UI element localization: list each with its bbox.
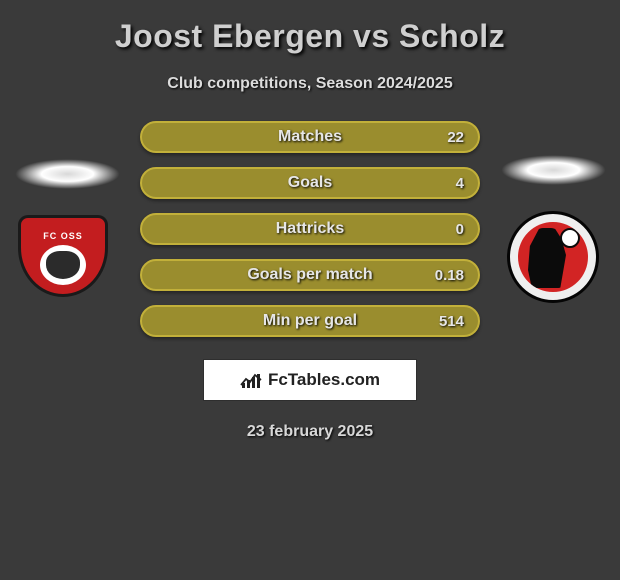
right-player-col xyxy=(498,155,608,303)
right-club-badge xyxy=(507,211,599,303)
stat-bar-min-per-goal: Min per goal 514 xyxy=(140,305,480,337)
main-row: FC OSS Matches 22 Goals 4 Hattricks 0 Go… xyxy=(0,121,620,337)
comparison-card: Joost Ebergen vs Scholz Club competition… xyxy=(0,0,620,451)
page-title: Joost Ebergen vs Scholz xyxy=(0,18,620,55)
stats-column: Matches 22 Goals 4 Hattricks 0 Goals per… xyxy=(140,121,480,337)
ball-icon xyxy=(560,228,580,248)
badge-inner-icon xyxy=(518,222,588,292)
stat-value-right: 22 xyxy=(447,129,464,146)
stat-label: Matches xyxy=(278,128,342,146)
player-halo-icon xyxy=(501,155,606,185)
stat-label: Min per goal xyxy=(263,312,357,330)
player-halo-icon xyxy=(15,159,120,189)
shield-icon: FC OSS xyxy=(18,215,108,297)
stat-label: Hattricks xyxy=(276,220,344,238)
stat-label: Goals per match xyxy=(247,266,372,284)
date-label: 23 february 2025 xyxy=(0,423,620,441)
stat-label: Goals xyxy=(288,174,332,192)
stat-value-right: 0 xyxy=(456,221,464,238)
stat-bar-goals: Goals 4 xyxy=(140,167,480,199)
stat-bar-hattricks: Hattricks 0 xyxy=(140,213,480,245)
subtitle: Club competitions, Season 2024/2025 xyxy=(0,75,620,93)
watermark-text: FcTables.com xyxy=(268,370,380,390)
stat-bar-matches: Matches 22 xyxy=(140,121,480,153)
stat-value-right: 4 xyxy=(456,175,464,192)
left-player-col: FC OSS xyxy=(12,159,122,299)
bull-icon xyxy=(40,245,86,285)
left-badge-text: FC OSS xyxy=(43,231,83,241)
stat-bar-goals-per-match: Goals per match 0.18 xyxy=(140,259,480,291)
stat-value-right: 514 xyxy=(439,313,464,330)
watermark: FcTables.com xyxy=(203,359,417,401)
bar-chart-icon xyxy=(240,371,262,389)
left-club-badge: FC OSS xyxy=(18,215,116,299)
stat-value-right: 0.18 xyxy=(435,267,464,284)
